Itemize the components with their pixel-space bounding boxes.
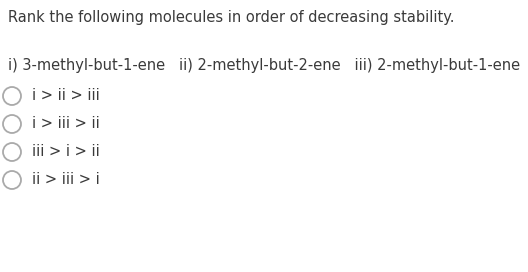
Text: ii > iii > i: ii > iii > i: [32, 172, 100, 187]
Text: Rank the following molecules in order of decreasing stability.: Rank the following molecules in order of…: [8, 10, 455, 25]
Text: i > iii > ii: i > iii > ii: [32, 116, 100, 131]
Text: i) 3-methyl-but-1-ene   ii) 2-methyl-but-2-ene   iii) 2-methyl-but-1-ene: i) 3-methyl-but-1-ene ii) 2-methyl-but-2…: [8, 58, 520, 73]
Text: iii > i > ii: iii > i > ii: [32, 144, 100, 159]
Text: i > ii > iii: i > ii > iii: [32, 88, 100, 104]
